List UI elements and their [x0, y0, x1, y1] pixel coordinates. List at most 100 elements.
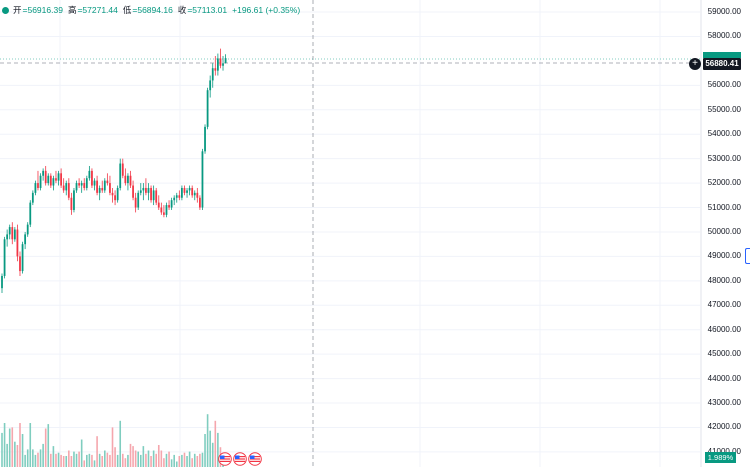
- low-label: 低: [122, 5, 132, 15]
- candle-body: [70, 197, 73, 210]
- low-value: =56894.16: [132, 5, 173, 15]
- volume-bar: [173, 454, 175, 467]
- candle-body: [6, 234, 9, 240]
- volume-bar: [16, 445, 19, 467]
- volume-bar: [165, 453, 168, 467]
- candle-body: [73, 190, 75, 210]
- candle-body: [24, 234, 27, 245]
- candle-body: [209, 80, 212, 91]
- candle-body: [83, 183, 86, 188]
- volume-bar: [106, 452, 109, 467]
- candle-body: [139, 190, 142, 193]
- volume-bar: [52, 446, 55, 467]
- volume-bar: [62, 456, 65, 467]
- candle-body: [214, 68, 217, 71]
- candle-body: [134, 197, 137, 208]
- candle-body: [129, 175, 132, 186]
- price-tick-label: 50000.00: [707, 226, 741, 236]
- price-tick-label: 51000.00: [707, 202, 741, 212]
- candle-body: [75, 183, 78, 191]
- price-tick-label: 58000.00: [707, 31, 741, 41]
- volume-bar: [188, 451, 191, 467]
- candle-body: [181, 187, 183, 198]
- us-flag-icon[interactable]: [233, 452, 247, 466]
- volume-bar: [88, 453, 91, 467]
- volume-bar: [147, 450, 150, 467]
- volume-bar: [134, 450, 137, 467]
- volume-bars: [1, 414, 224, 467]
- volume-bar: [201, 452, 204, 467]
- volume-bar: [60, 454, 62, 467]
- price-tick-label: 43000.00: [707, 398, 741, 408]
- candle-body: [11, 227, 14, 240]
- candle-body: [216, 58, 219, 71]
- us-flag-icon[interactable]: [248, 452, 262, 466]
- candle-body: [114, 195, 116, 201]
- volume-bar: [121, 453, 124, 467]
- candle-body: [16, 229, 19, 257]
- volume-bar: [193, 453, 196, 467]
- crosshair-price-label: 56880.41: [703, 58, 741, 70]
- volume-bar: [111, 427, 114, 467]
- volume-bar: [68, 450, 70, 467]
- volume-bar: [137, 451, 140, 467]
- volume-bar: [11, 427, 14, 467]
- volume-percent-label: 1.989%: [705, 452, 736, 463]
- candle-body: [183, 187, 186, 193]
- candle-body: [88, 170, 91, 179]
- candle-body: [101, 187, 104, 191]
- candle-body: [173, 197, 176, 201]
- volume-bar: [78, 451, 80, 467]
- candle-body: [103, 180, 106, 191]
- volume-bar: [116, 454, 119, 467]
- candle-body: [219, 58, 222, 66]
- candles: [1, 48, 227, 294]
- volume-bar: [152, 450, 155, 467]
- change-value: +196.61 (+0.35%): [232, 5, 301, 15]
- scroll-handle[interactable]: [745, 248, 750, 264]
- volume-bar: [21, 434, 24, 467]
- candle-body: [8, 227, 11, 235]
- candle-body: [62, 185, 65, 191]
- candle-body: [52, 178, 55, 186]
- volume-bar: [217, 432, 219, 467]
- volume-bar: [14, 441, 16, 467]
- plus-circle-icon[interactable]: +: [689, 58, 701, 70]
- candle-body: [224, 58, 227, 63]
- us-flag-icon[interactable]: [218, 452, 232, 466]
- volume-bar: [186, 456, 188, 467]
- candle-body: [85, 178, 88, 188]
- volume-bar: [191, 458, 193, 467]
- candle-body: [186, 190, 188, 193]
- volume-bar: [181, 454, 183, 467]
- candle-body: [1, 275, 3, 289]
- candle-body: [204, 126, 206, 152]
- volume-bar: [101, 456, 104, 467]
- volume-bar: [73, 451, 75, 467]
- candle-body: [98, 187, 101, 193]
- volume-bar: [139, 454, 142, 467]
- candle-body: [137, 192, 140, 208]
- volume-bar: [163, 458, 165, 467]
- candle-body: [127, 175, 129, 184]
- price-tick-label: 42000.00: [707, 422, 741, 432]
- candle-body: [3, 239, 6, 276]
- open-value: =56916.39: [22, 5, 63, 15]
- volume-bar: [124, 458, 127, 467]
- candle-body: [106, 180, 109, 184]
- volume-bar: [209, 430, 211, 467]
- candle-body: [157, 202, 160, 208]
- volume-bar: [178, 456, 181, 467]
- candle-body: [168, 205, 170, 208]
- volume-bar: [127, 454, 129, 467]
- volume-bar: [32, 449, 34, 467]
- candle-body: [211, 68, 214, 81]
- candle-body: [13, 229, 16, 240]
- candle-body: [96, 180, 98, 193]
- candle-body: [67, 183, 70, 198]
- volume-bar: [8, 428, 11, 467]
- volume-bar: [168, 451, 170, 467]
- volume-bar: [26, 449, 29, 467]
